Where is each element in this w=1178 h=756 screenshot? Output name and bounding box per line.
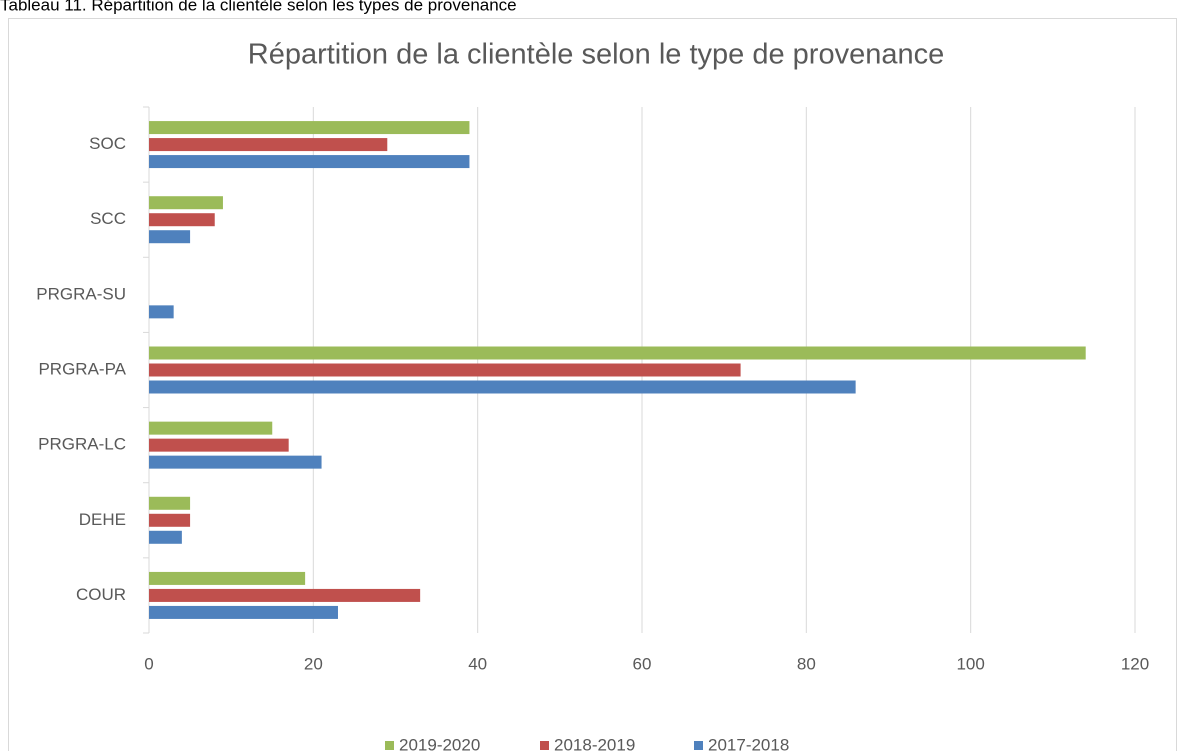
y-tick-label: SCC bbox=[90, 209, 126, 228]
bar bbox=[149, 121, 470, 135]
bar bbox=[149, 138, 388, 152]
legend-label: 2017-2018 bbox=[708, 735, 789, 751]
y-tick-label: DEHE bbox=[79, 510, 126, 529]
caption: Tableau 11. Répartition de la clientèle … bbox=[0, 0, 517, 14]
bar bbox=[149, 421, 273, 435]
y-tick-label: PRGRA-PA bbox=[38, 359, 126, 378]
bar bbox=[149, 213, 215, 227]
bar bbox=[149, 346, 1086, 360]
legend-label: 2019-2020 bbox=[399, 735, 480, 751]
y-tick-label: PRGRA-SU bbox=[36, 284, 126, 303]
x-tick-label: 20 bbox=[304, 654, 323, 673]
bar bbox=[149, 530, 182, 544]
y-tick-label: COUR bbox=[76, 585, 126, 604]
y-tick-label: SOC bbox=[89, 134, 126, 153]
y-tick-label: PRGRA-LC bbox=[38, 435, 126, 454]
x-tick-label: 60 bbox=[633, 654, 652, 673]
bar bbox=[149, 363, 741, 377]
x-tick-label: 0 bbox=[144, 654, 153, 673]
x-tick-label: 80 bbox=[797, 654, 816, 673]
bar bbox=[149, 605, 338, 619]
bar bbox=[149, 496, 191, 510]
bar bbox=[149, 513, 191, 527]
legend-label: 2018-2019 bbox=[554, 735, 635, 751]
bar bbox=[149, 588, 421, 602]
chart-title: Répartition de la clientèle selon le typ… bbox=[248, 39, 944, 71]
bar bbox=[149, 571, 306, 585]
bar bbox=[149, 305, 174, 319]
x-tick-label: 100 bbox=[956, 654, 984, 673]
bar bbox=[149, 438, 289, 452]
bar bbox=[149, 380, 856, 394]
bar bbox=[149, 455, 322, 469]
legend-swatch bbox=[385, 741, 394, 750]
bar bbox=[149, 230, 191, 244]
bar bbox=[149, 196, 223, 210]
x-tick-label: 40 bbox=[468, 654, 487, 673]
legend-swatch bbox=[694, 741, 703, 750]
legend-swatch bbox=[540, 741, 549, 750]
chart-border bbox=[8, 18, 1177, 756]
x-tick-label: 120 bbox=[1121, 654, 1149, 673]
bar bbox=[149, 155, 470, 169]
